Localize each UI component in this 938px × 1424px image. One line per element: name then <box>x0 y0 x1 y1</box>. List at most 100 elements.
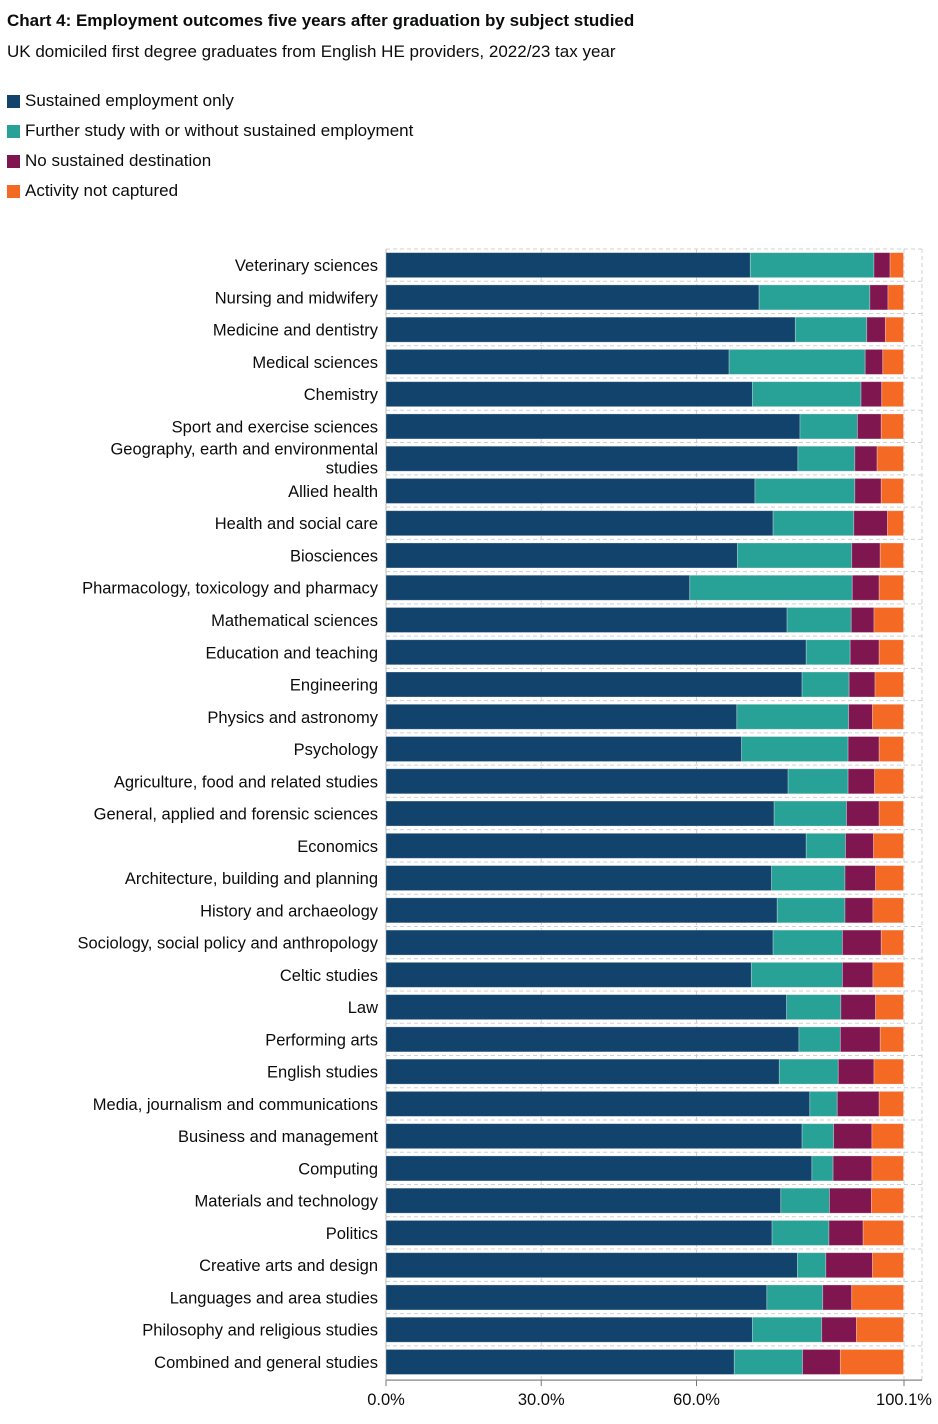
bar-segment-activity-not-captured <box>874 671 904 698</box>
bar-segment-further-study-with-or-without-sustained-employment <box>749 252 875 279</box>
bar-segment-no-sustained-destination <box>822 1284 853 1311</box>
bar-segment-further-study-with-or-without-sustained-employment <box>741 736 849 762</box>
bar-segment-activity-not-captured <box>878 639 904 666</box>
bar-segment-activity-not-captured <box>887 284 904 311</box>
bar-segment-further-study-with-or-without-sustained-employment <box>794 316 868 343</box>
legend-swatch <box>7 184 20 198</box>
bar-segment-further-study-with-or-without-sustained-employment <box>754 478 856 504</box>
bar-segment-activity-not-captured <box>880 413 904 440</box>
bar-segment-sustained-employment-only <box>385 316 796 343</box>
bar-segment-activity-not-captured <box>873 832 904 859</box>
bar-segment-further-study-with-or-without-sustained-employment <box>801 1123 835 1150</box>
bar-segment-further-study-with-or-without-sustained-employment <box>778 1058 839 1085</box>
legend-swatch <box>7 124 20 138</box>
legend-item-sustained-employment: Sustained employment only <box>7 86 413 116</box>
bar-segment-no-sustained-destination <box>849 639 880 666</box>
bar-segment-activity-not-captured <box>872 703 904 730</box>
bar-segment-no-sustained-destination <box>839 1026 881 1053</box>
bar-segment-further-study-with-or-without-sustained-employment <box>751 1316 823 1343</box>
bar-segment-no-sustained-destination <box>851 574 880 601</box>
bar-segment-no-sustained-destination <box>842 961 874 988</box>
bar-segment-sustained-employment-only <box>385 542 738 569</box>
legend-label: Further study with or without sustained … <box>25 121 414 140</box>
bar-segment-no-sustained-destination <box>847 736 880 762</box>
legend-label: Sustained employment only <box>25 91 234 110</box>
bar-segment-activity-not-captured <box>862 1220 904 1246</box>
category-label: Health and social care <box>215 515 378 533</box>
bar-segment-sustained-employment-only <box>385 252 751 279</box>
category-label: Biosciences <box>290 547 378 565</box>
bar-segment-no-sustained-destination <box>821 1316 857 1343</box>
bar-segment-sustained-employment-only <box>385 1349 735 1375</box>
bar-segment-further-study-with-or-without-sustained-employment <box>758 284 871 311</box>
x-tick-label: 100.1% <box>876 1391 932 1409</box>
bar-segment-sustained-employment-only <box>385 478 756 504</box>
bar-segment-further-study-with-or-without-sustained-employment <box>772 510 855 537</box>
legend-label: No sustained destination <box>25 151 212 170</box>
category-label: Medicine and dentistry <box>213 322 379 340</box>
bar-segment-further-study-with-or-without-sustained-employment <box>766 1284 824 1311</box>
x-tick-label: 30.0% <box>518 1391 565 1409</box>
bar-segment-activity-not-captured <box>875 865 904 891</box>
legend-label: Activity not captured <box>25 181 179 200</box>
bar-segment-further-study-with-or-without-sustained-employment <box>771 1220 830 1246</box>
category-label: Sport and exercise sciences <box>172 418 378 436</box>
bar-segment-further-study-with-or-without-sustained-employment <box>786 607 852 633</box>
bar-segment-activity-not-captured <box>873 607 904 633</box>
x-tick-label: 60.0% <box>673 1391 720 1409</box>
bar-segment-no-sustained-destination <box>829 1187 872 1214</box>
bar-segment-further-study-with-or-without-sustained-employment <box>733 1349 803 1375</box>
bar-segment-no-sustained-destination <box>850 607 875 633</box>
bar-segment-further-study-with-or-without-sustained-employment <box>787 768 849 795</box>
category-label: Medical sciences <box>252 354 378 372</box>
bar-segment-further-study-with-or-without-sustained-employment <box>798 1026 841 1053</box>
bar-segment-activity-not-captured <box>839 1349 904 1375</box>
bar-segment-sustained-employment-only <box>385 349 730 375</box>
bar-segment-activity-not-captured <box>872 1252 904 1279</box>
bar-segment-further-study-with-or-without-sustained-employment <box>751 381 862 408</box>
bar-segment-activity-not-captured <box>871 1123 904 1150</box>
bar-segment-sustained-employment-only <box>385 1155 813 1182</box>
bar-segment-further-study-with-or-without-sustained-employment <box>736 703 850 730</box>
bar-segment-sustained-employment-only <box>385 574 691 601</box>
category-label: English studies <box>267 1064 378 1082</box>
legend: Sustained employment only Further study … <box>7 86 413 206</box>
bar-segment-sustained-employment-only <box>385 1316 753 1343</box>
bar-segment-no-sustained-destination <box>854 445 878 472</box>
bar-segment-further-study-with-or-without-sustained-employment <box>736 542 853 569</box>
category-label: Computing <box>298 1160 378 1178</box>
bar-segment-activity-not-captured <box>870 1187 904 1214</box>
bar-segment-no-sustained-destination <box>842 929 882 956</box>
bar-segment-no-sustained-destination <box>844 865 876 891</box>
bar-segment-sustained-employment-only <box>385 381 753 408</box>
bar-segment-activity-not-captured <box>871 1155 904 1182</box>
category-label: Celtic studies <box>280 967 378 985</box>
bar-segment-sustained-employment-only <box>385 1187 782 1214</box>
bar-segment-no-sustained-destination <box>869 284 889 311</box>
bar-segment-sustained-employment-only <box>385 768 789 795</box>
bar-segment-activity-not-captured <box>889 252 904 279</box>
bar-segment-sustained-employment-only <box>385 671 803 698</box>
bar-segment-sustained-employment-only <box>385 639 807 666</box>
bar-segment-activity-not-captured <box>875 994 904 1021</box>
category-label: Agriculture, food and related studies <box>114 773 378 791</box>
category-label: Psychology <box>294 741 379 759</box>
bar-segment-no-sustained-destination <box>832 1155 873 1182</box>
bar-segment-further-study-with-or-without-sustained-employment <box>799 413 858 440</box>
bar-segment-sustained-employment-only <box>385 1058 780 1085</box>
bar-segment-no-sustained-destination <box>846 800 880 827</box>
category-label: Creative arts and design <box>199 1257 378 1275</box>
bar-segment-sustained-employment-only <box>385 510 774 537</box>
x-tick-label: 0.0% <box>367 1391 405 1409</box>
legend-item-not-captured: Activity not captured <box>7 176 413 206</box>
bar-segment-further-study-with-or-without-sustained-employment <box>805 832 846 859</box>
bar-segment-sustained-employment-only <box>385 897 778 924</box>
bar-segment-sustained-employment-only <box>385 929 774 956</box>
category-label: Nursing and midwifery <box>215 289 379 307</box>
bar-segment-sustained-employment-only <box>385 284 760 311</box>
bar-segment-activity-not-captured <box>872 961 904 988</box>
category-label: Physics and astronomy <box>207 709 378 727</box>
category-label: General, applied and forensic sciences <box>94 806 378 824</box>
bar-segment-sustained-employment-only <box>385 1090 811 1117</box>
bar-segment-activity-not-captured <box>851 1284 904 1311</box>
